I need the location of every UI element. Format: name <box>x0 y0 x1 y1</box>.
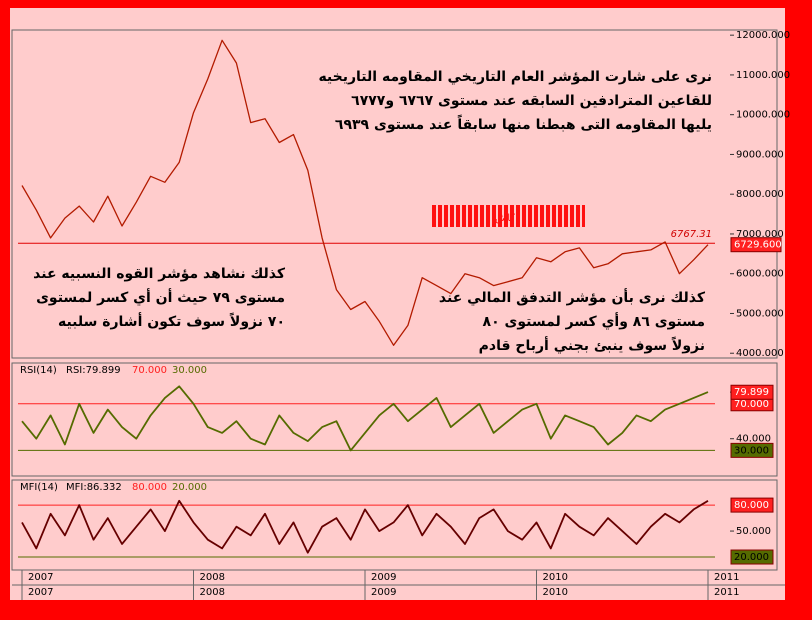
x-tick-label: 2007 <box>28 572 53 583</box>
series-line <box>21 39 709 346</box>
level-badge-label: 70.000 <box>734 399 769 410</box>
level-badge <box>730 497 774 513</box>
x-tick-label: 2009 <box>371 572 396 583</box>
level-badge-label: 20.000 <box>734 552 769 563</box>
y-tick-label: 6000.000 <box>736 269 784 280</box>
panel-frame <box>11 479 778 571</box>
indicator-name: RSI(14) <box>20 365 57 376</box>
panel-frame <box>11 362 778 477</box>
x-tick-label: 2010 <box>543 572 568 583</box>
annotation: نزولاً سوف ينبئ بجني أرباح قادم <box>479 336 705 354</box>
level-badge-label: 30.000 <box>734 445 769 456</box>
y-tick-label: 12000.000 <box>736 30 790 41</box>
x-tick-label-lower: 2008 <box>200 587 225 598</box>
level-badge <box>730 442 774 458</box>
x-tick-label-lower: 2009 <box>371 587 396 598</box>
y-tick-label: 40.000 <box>736 434 771 445</box>
background <box>10 8 785 600</box>
watermark: كاش <box>495 213 515 224</box>
reference-label: 6767.31 <box>671 229 712 240</box>
annotation: للقاعين المترادفين السابقه عند مستوى ٦٧٦… <box>351 93 712 109</box>
last-value-label: 6729.600 <box>734 240 782 251</box>
indicator-name: MFI(14) <box>20 482 58 493</box>
watermark-hatch <box>430 205 585 227</box>
panel-frame <box>11 29 778 359</box>
annotation: يليها المقاومه التى هبطنا منها سابقاً عن… <box>335 114 712 133</box>
y-tick-label: 10000.000 <box>736 110 790 121</box>
y-tick-label: 5000.000 <box>736 308 784 319</box>
indicator-level-label: 30.000 <box>172 365 207 376</box>
last-value-badge <box>730 237 782 253</box>
level-badge-label: 80.000 <box>734 500 769 511</box>
indicator-level-label: 70.000 <box>132 365 167 376</box>
y-tick-label: 4000.000 <box>736 348 784 359</box>
x-tick-label: 2008 <box>200 572 225 583</box>
indicator-level-label: 80.000 <box>132 482 167 493</box>
x-tick-label: 2011 <box>714 572 739 583</box>
annotation: كذلك نشاهد مؤشر القوه النسبيه عند <box>33 266 286 282</box>
x-tick-label-lower: 2007 <box>28 587 53 598</box>
series-line <box>21 499 709 554</box>
series-line <box>21 385 709 452</box>
annotation: مستوى ٨٦ وأي كسر لمستوى ٨٠ <box>483 312 705 331</box>
indicator-level-label: 20.000 <box>172 482 207 493</box>
level-badge <box>730 549 774 565</box>
y-tick-label: 50.000 <box>736 526 771 537</box>
x-tick-label-lower: 2011 <box>714 587 739 598</box>
current-badge <box>730 384 774 400</box>
y-tick-label: 7000.000 <box>736 229 784 240</box>
annotation: كذلك نرى بأن مؤشر التدفق المالي عند <box>439 288 706 306</box>
y-tick-label: 9000.000 <box>736 149 784 160</box>
indicator-current: MFI:86.332 <box>66 482 122 493</box>
y-tick-label: 8000.000 <box>736 189 784 200</box>
annotation: ٧٠ نزولاً سوف تكون أشارة سلبيه <box>58 312 285 330</box>
indicator-current: RSI:79.899 <box>66 365 121 376</box>
x-tick-label-lower: 2010 <box>543 587 568 598</box>
y-tick-label: 11000.000 <box>736 70 790 81</box>
annotation: نرى على شارت المؤشر العام التاريخي المقا… <box>318 69 712 85</box>
annotation: مستوى ٧٩ حيث أن أي كسر لمستوى <box>36 288 285 307</box>
current-badge-label: 79.899 <box>734 387 769 398</box>
